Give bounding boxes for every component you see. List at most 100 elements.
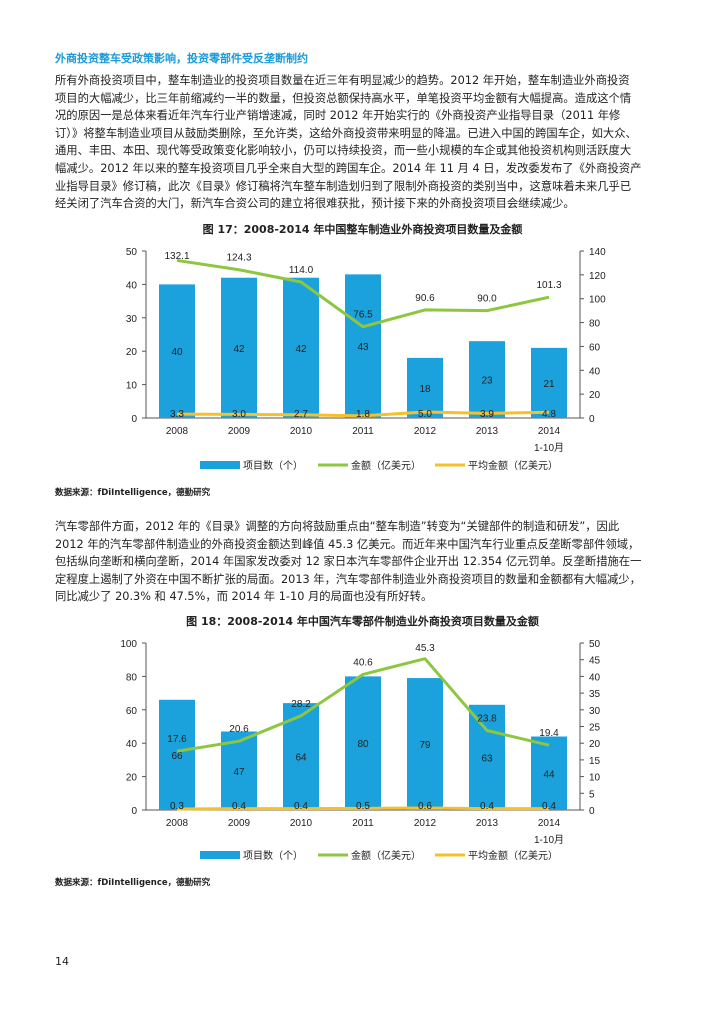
right-tick-label: 25 (589, 723, 601, 734)
avg-value-label: 0.4 (480, 801, 494, 812)
section-heading: 外商投资整车受政策影响，投资零部件受反垄断制约 (55, 52, 308, 65)
left-tick-label: 0 (131, 806, 137, 817)
amount-line (176, 657, 550, 753)
right-tick-label: 0 (589, 414, 595, 425)
x-tick-label: 1-10月 (534, 442, 564, 454)
right-tick-label: 20 (589, 390, 601, 401)
paragraph-1: 所有外商投资项目中，整车制造业的投资项目数量在近三年有明显减少的趋势。2012 … (55, 72, 675, 213)
text-line: 经关闭了汽车合资的大门，新汽车合资公司的建立将很难获批，预计接下来的外商投资项目… (55, 197, 575, 211)
avg-value-label: 3.3 (170, 409, 184, 420)
bar-value-label: 42 (233, 344, 245, 355)
avg-value-label: 2.7 (294, 409, 308, 420)
x-tick-label: 2014 (538, 818, 561, 829)
avg-value-label: 4.8 (542, 409, 556, 420)
amount-value-label: 19.4 (539, 728, 559, 739)
right-tick-label: 35 (589, 689, 601, 700)
x-tick-label: 2009 (228, 818, 251, 829)
right-tick-label: 80 (589, 319, 601, 330)
bar (407, 678, 443, 810)
avg-line (176, 806, 549, 811)
bar-value-label: 64 (295, 753, 307, 764)
bar (469, 704, 505, 810)
x-tick-label: 2010 (290, 818, 313, 829)
left-tick-label: 0 (131, 414, 137, 425)
x-tick-label: 2011 (352, 818, 374, 829)
text-line: 所有外商投资项目中，整车制造业的投资项目数量在近三年有明显减少的趋势。2012 … (55, 74, 630, 87)
amount-value-label: 90.6 (415, 293, 435, 304)
bar-value-label: 40 (171, 347, 183, 358)
right-tick-label: 0 (589, 806, 595, 817)
legend-label: 项目数（个） (243, 459, 303, 472)
left-tick-label: 50 (126, 247, 138, 258)
amount-value-label: 124.3 (226, 253, 251, 264)
text-line: 况的原因一是总体来看近年汽车行业产销增速减，同时 2012 年开始实行的《外商投… (55, 109, 621, 123)
bar-value-label: 23 (481, 376, 493, 387)
left-tick-label: 40 (126, 280, 138, 291)
amount-value-label: 40.6 (353, 657, 373, 668)
bar-value-label: 66 (171, 751, 183, 762)
x-tick-label: 2013 (476, 426, 499, 437)
text-line: 包括纵向垄断和横向垄断，2014 年国家发改委对 12 家日本汽车零部件企业开出… (55, 555, 642, 569)
figure-18-title: 图 18：2008-2014 年中国汽车零部件制造业外商投资项目数量及金额 (186, 615, 539, 628)
x-tick-label: 2012 (414, 818, 437, 829)
x-tick-label: 2009 (228, 426, 251, 437)
avg-value-label: 0.4 (232, 801, 246, 812)
x-tick-label: 2011 (352, 426, 374, 437)
bar-value-label: 43 (357, 342, 369, 353)
amount-value-label: 76.5 (353, 310, 373, 321)
bar (159, 699, 195, 810)
bar (159, 284, 195, 418)
avg-value-label: 0.5 (356, 801, 370, 812)
right-tick-label: 20 (589, 739, 601, 750)
right-tick-label: 40 (589, 366, 601, 377)
bar (407, 357, 443, 418)
bar (221, 277, 257, 418)
text-line: 同比减少了 20.3% 和 47.5%，而 2014 年 1-10 月的局面也没… (55, 590, 433, 604)
avg-value-label: 0.4 (542, 801, 556, 812)
text-line: 2012 年的汽车零部件制造业的外商投资金额达到峰值 45.3 亿美元。而近年来… (55, 537, 640, 551)
bar-value-label: 18 (419, 384, 431, 395)
left-tick-label: 80 (126, 672, 138, 683)
figure-17-title: 图 17：2008-2014 年中国整车制造业外商投资项目数量及金额 (202, 223, 523, 236)
legend-swatch-bar (200, 851, 240, 859)
amount-value-label: 23.8 (477, 714, 497, 725)
legend-swatch-bar (200, 461, 240, 469)
left-tick-label: 40 (126, 739, 138, 750)
amount-value-label: 90.0 (477, 294, 497, 305)
right-tick-label: 140 (589, 247, 606, 258)
avg-value-label: 0.6 (418, 801, 432, 812)
text-line: 订）》将整车制造业项目从鼓励类删除，至允许类，这给外商投资带来明显的降温。已进入… (55, 126, 637, 140)
left-tick-label: 100 (120, 639, 137, 650)
text-line: 汽车零部件方面，2012 年的《目录》调整的方向将鼓励重点由“整车制造”转变为“… (55, 520, 620, 533)
figure-17-chart: 0 10 20 30 40 50 0 20 40 60 80 100 120 140 2008 2009 201… (126, 247, 606, 472)
amount-value-label: 114.0 (289, 265, 314, 276)
left-tick-label: 60 (126, 706, 138, 717)
amount-value-label: 45.3 (415, 643, 435, 654)
right-tick-label: 15 (589, 756, 601, 767)
right-tick-label: 100 (589, 295, 606, 306)
avg-value-label: 3.9 (480, 409, 494, 420)
amount-value-label: 101.3 (536, 280, 561, 291)
right-tick-label: 30 (589, 706, 601, 717)
x-tick-label: 1-10月 (534, 834, 564, 846)
legend-label: 金额（亿美元） (351, 459, 421, 472)
bar (345, 274, 381, 418)
amount-value-label: 132.1 (164, 251, 189, 262)
figure-17-source: 数据来源：fDiIntelligence，德勤研究 (55, 488, 211, 498)
bar-value-label: 80 (357, 739, 369, 750)
right-tick-label: 50 (589, 639, 601, 650)
x-tick-label: 2008 (166, 426, 189, 437)
figure-18-source: 数据来源：fDiIntelligence，德勤研究 (55, 878, 211, 888)
left-tick-label: 10 (126, 381, 138, 392)
avg-value-label: 0.3 (170, 801, 184, 812)
bar-value-label: 79 (419, 740, 431, 751)
right-tick-label: 10 (589, 773, 601, 784)
legend-label: 金额（亿美元） (351, 849, 421, 862)
paragraph-2: 汽车零部件方面，2012 年的《目录》调整的方向将鼓励重点由“整车制造”转变为“… (55, 518, 675, 606)
text-line: 定程度上遏制了外资在中国不断扩张的局面。2013 年，汽车零部件制造业外商投资项… (55, 572, 641, 586)
bar (345, 676, 381, 810)
right-tick-label: 120 (589, 271, 606, 282)
avg-line (176, 410, 550, 418)
bar (469, 341, 505, 418)
page-number: 14 (55, 955, 69, 968)
